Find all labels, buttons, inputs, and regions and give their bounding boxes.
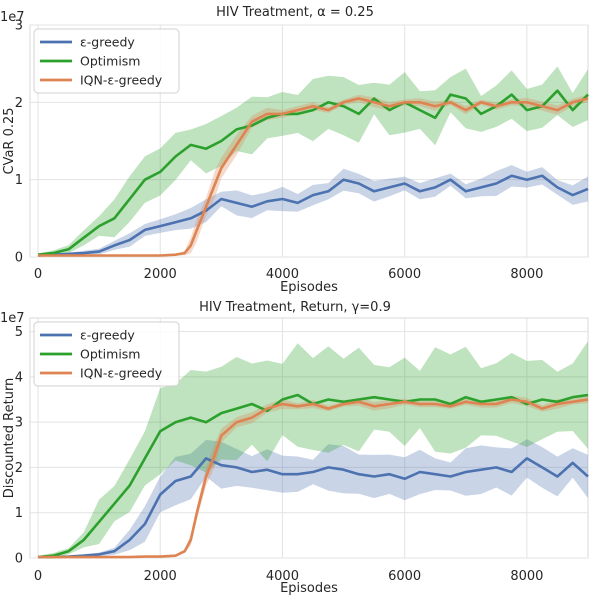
legend-label: IQN-ε-greedy bbox=[80, 366, 163, 381]
x-tick-label: 0 bbox=[34, 569, 42, 584]
legend-label: ε-greedy bbox=[80, 328, 135, 343]
y-tick-label: 3 bbox=[15, 19, 23, 34]
legend-label: Optimism bbox=[80, 54, 141, 69]
series-band-1 bbox=[38, 165, 588, 256]
legend-label: ε-greedy bbox=[80, 35, 135, 50]
legend: ε-greedy Optimism IQN-ε-greedy bbox=[33, 28, 180, 94]
x-tick-label: 2000 bbox=[144, 569, 177, 584]
legend-label: Optimism bbox=[80, 347, 141, 362]
y-tick-label: 0 bbox=[15, 552, 23, 567]
y-tick-label: 2 bbox=[15, 96, 23, 111]
chart-title: HIV Treatment, Return, γ=0.9 bbox=[199, 300, 391, 315]
series-line-3 bbox=[38, 97, 589, 257]
legend-label: IQN-ε-greedy bbox=[80, 73, 163, 88]
x-tick-label: 8000 bbox=[510, 267, 543, 282]
x-tick-label: 6000 bbox=[388, 267, 421, 282]
y-axis-multiplier: 1e7 bbox=[0, 10, 25, 25]
x-axis-label: Episodes bbox=[280, 581, 338, 596]
chart-panel-2: 0 2000 4000 6000 8000 0 1 2 3 4 5 HIV Treatment, Re… bbox=[0, 300, 589, 596]
x-tick-label: 0 bbox=[34, 267, 42, 282]
y-tick-label: 2 bbox=[15, 461, 23, 476]
legend: ε-greedy Optimism IQN-ε-greedy bbox=[33, 321, 180, 387]
x-axis-label: Episodes bbox=[280, 280, 338, 295]
chart-title: HIV Treatment, α = 0.25 bbox=[216, 5, 374, 20]
y-tick-label: 0 bbox=[15, 251, 23, 266]
chart-panel-1: 0 2000 4000 6000 8000 0 1 2 3 HIV Treatment, α = … bbox=[0, 5, 589, 295]
series-band-1 bbox=[38, 439, 588, 558]
legend-box bbox=[33, 321, 180, 387]
y-tick-label: 4 bbox=[15, 370, 23, 385]
y-tick-label: 1 bbox=[15, 173, 23, 188]
y-axis-multiplier: 1e7 bbox=[0, 311, 25, 326]
x-tick-label: 6000 bbox=[388, 569, 421, 584]
y-axis-label: CVaR 0.25 bbox=[2, 107, 17, 174]
series-line-3 bbox=[38, 398, 589, 559]
y-tick-label: 3 bbox=[15, 416, 23, 431]
legend-box bbox=[33, 28, 180, 94]
y-tick-label: 1 bbox=[15, 506, 23, 521]
x-tick-label: 4000 bbox=[266, 267, 299, 282]
y-tick-label: 5 bbox=[15, 325, 23, 340]
y-axis-label: Discounted Return bbox=[2, 378, 17, 499]
series-band-2 bbox=[38, 341, 588, 559]
series-line-1 bbox=[38, 457, 589, 559]
series-band-2 bbox=[38, 66, 588, 256]
series-line-1 bbox=[37, 174, 589, 257]
x-tick-label: 8000 bbox=[510, 569, 543, 584]
x-tick-label: 2000 bbox=[144, 267, 177, 282]
x-tick-label: 4000 bbox=[266, 569, 299, 584]
